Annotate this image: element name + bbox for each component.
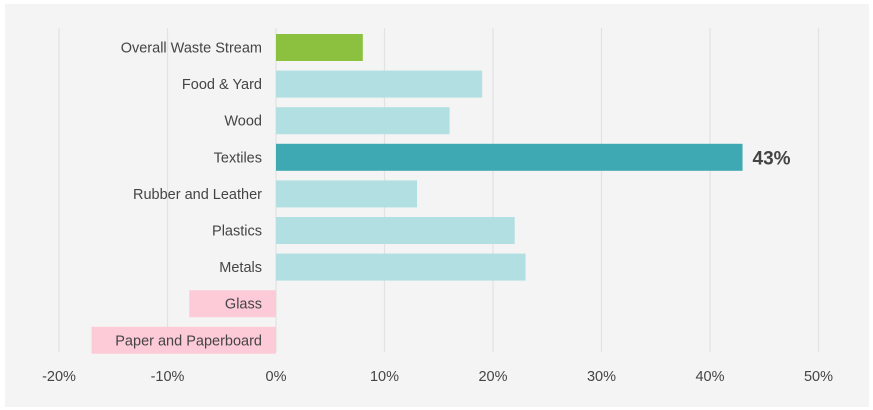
category-label: Food & Yard (182, 77, 262, 93)
bar (91, 326, 276, 354)
bar (276, 34, 363, 61)
category-label: Paper and Paperboard (115, 333, 262, 349)
x-tick-label: 0% (266, 369, 287, 385)
x-tick-label: 30% (587, 369, 616, 385)
category-labels: Overall Waste Stream Food & Yard Wood Texti… (115, 41, 262, 350)
x-tick-label: 20% (478, 369, 507, 385)
category-label: Plastics (212, 224, 262, 240)
bar (276, 107, 450, 135)
bar (276, 180, 418, 208)
category-label: Overall Waste Stream (121, 41, 262, 57)
bar (276, 143, 743, 171)
bars (91, 34, 743, 354)
bar (276, 217, 515, 244)
x-tick-label: -20% (42, 369, 76, 385)
data-labels: 43% (753, 148, 791, 169)
category-label: Metals (219, 260, 262, 276)
data-label: 43% (753, 148, 791, 169)
x-tick-label: 50% (804, 369, 833, 385)
bar (276, 70, 483, 98)
category-label: Rubber and Leather (133, 187, 262, 203)
category-label: Glass (225, 297, 262, 313)
bar (276, 253, 526, 281)
bar (189, 290, 276, 318)
x-tick-label: -10% (151, 369, 185, 385)
category-label: Textiles (214, 150, 262, 166)
x-tick-label: 10% (370, 369, 399, 385)
x-axis-ticks: -20% -10% 0% 10% 20% 30% 40% 50% (42, 369, 833, 385)
category-label: Wood (224, 114, 262, 130)
x-tick-label: 40% (695, 369, 724, 385)
